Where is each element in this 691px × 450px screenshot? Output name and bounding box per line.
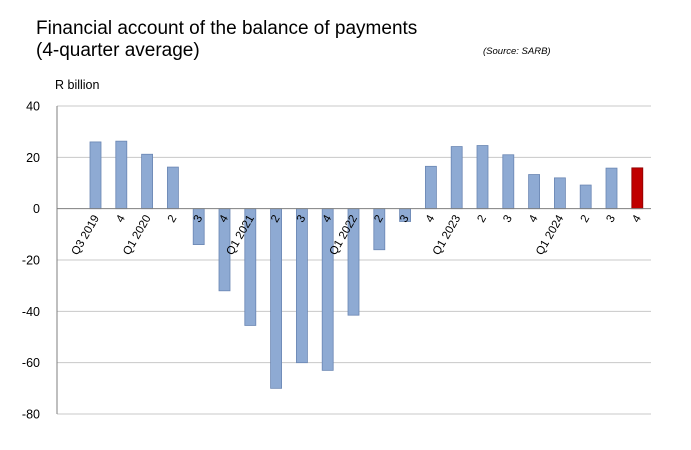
- bar: [528, 174, 540, 210]
- x-tick-label: 2: [269, 213, 283, 225]
- x-tick-label: 2: [579, 213, 593, 225]
- bar: [631, 167, 644, 210]
- y-tick-label: -80: [22, 408, 40, 422]
- bar: [450, 146, 463, 210]
- x-tick-label: 3: [295, 213, 309, 225]
- bar: [579, 184, 592, 210]
- y-tick-label: 40: [26, 100, 40, 114]
- chart-title: Financial account of the balance of paym…: [36, 18, 417, 62]
- bar: [89, 141, 102, 210]
- x-tick-label: 4: [114, 213, 128, 225]
- y-axis-unit-label: R billion: [55, 78, 100, 92]
- x-tick-label: 2: [372, 213, 386, 225]
- bar: [424, 165, 437, 210]
- x-tick-label: 3: [398, 213, 412, 225]
- x-tick-label: 2: [476, 213, 490, 225]
- bar: [270, 208, 283, 389]
- bar: [321, 208, 334, 371]
- source-note: (Source: SARB): [483, 46, 551, 57]
- y-tick-label: -20: [22, 254, 40, 268]
- chart-title-line-1: Financial account of the balance of paym…: [36, 18, 418, 39]
- x-tick-label: 4: [424, 213, 438, 225]
- x-tick-label: 4: [527, 213, 541, 225]
- x-tick-label: Q3 2019: [70, 213, 102, 257]
- y-tick-label: -40: [22, 305, 40, 319]
- x-tick-label: 2: [166, 213, 180, 225]
- bar: [141, 153, 154, 210]
- y-tick-label: 0: [33, 202, 40, 216]
- bar: [502, 154, 515, 210]
- bar: [166, 166, 179, 210]
- bar: [554, 177, 566, 210]
- x-tick-label: 3: [192, 213, 206, 225]
- bar: [476, 145, 489, 210]
- x-tick-label: 3: [501, 213, 515, 225]
- chart-title-line-2: (4-quarter average): [36, 40, 200, 61]
- bar: [115, 140, 128, 210]
- x-tick-label: 4: [630, 213, 644, 225]
- y-tick-label: -60: [22, 356, 40, 370]
- bar: [605, 167, 618, 210]
- x-tick-label: 3: [605, 213, 619, 225]
- y-tick-label: 20: [26, 151, 40, 165]
- bar: [295, 208, 308, 364]
